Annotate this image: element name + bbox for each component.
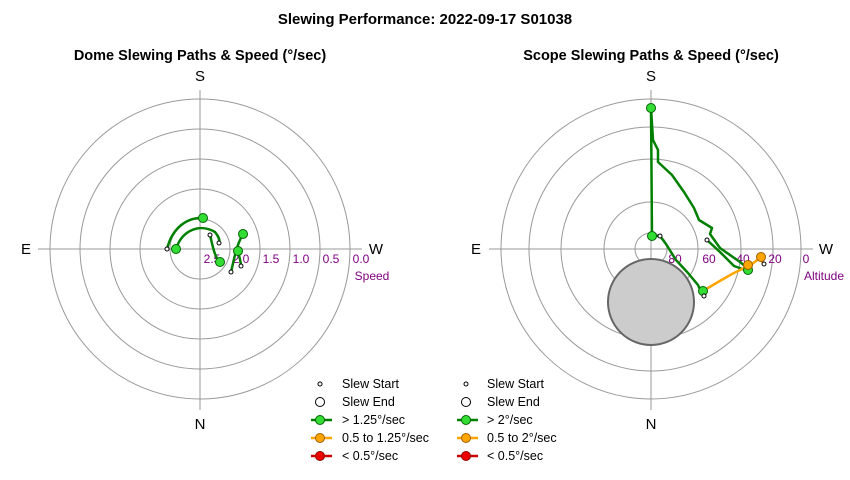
dome-legend-medium-icon bbox=[315, 433, 325, 443]
dome-marker-7 bbox=[238, 229, 248, 239]
dome-marker-9 bbox=[233, 246, 243, 256]
scope-legend-fast: > 2°/sec bbox=[487, 413, 533, 427]
dome-chart-title: Dome Slewing Paths & Speed (°/sec) bbox=[74, 48, 327, 64]
scope-label-left: E bbox=[471, 241, 481, 258]
scope-marker-2 bbox=[647, 231, 657, 241]
dome-marker-8 bbox=[228, 269, 234, 275]
dome-legend-start-icon bbox=[317, 381, 323, 387]
scope-label-bottom: N bbox=[646, 416, 657, 433]
scope-marker-8 bbox=[743, 260, 753, 270]
dome-label-top: S bbox=[195, 68, 205, 85]
scope-tick-1: 60 bbox=[702, 252, 716, 266]
dome-legend-start: Slew Start bbox=[342, 377, 399, 391]
dome-marker-10 bbox=[238, 263, 244, 269]
dome-legend-slow-icon bbox=[315, 451, 325, 461]
dome-legend-end-icon bbox=[315, 397, 325, 407]
scope-radial-label: Altitude bbox=[804, 269, 844, 283]
scope-marker-3 bbox=[657, 233, 663, 239]
dome-legend: Slew Start Slew End > 1.25°/sec 0.5 to 1… bbox=[311, 377, 429, 463]
dome-legend-slow: < 0.5°/sec bbox=[342, 449, 398, 463]
scope-legend-slow-icon bbox=[461, 451, 471, 461]
dome-legend-medium: 0.5 to 1.25°/sec bbox=[342, 431, 429, 445]
dome-marker-2 bbox=[164, 246, 170, 252]
dome-label-left: E bbox=[21, 241, 31, 258]
figure-title: Slewing Performance: 2022-09-17 S01038 bbox=[278, 11, 572, 28]
scope-slew-markers bbox=[646, 103, 767, 299]
scope-path-2 bbox=[649, 106, 752, 272]
dome-label-bottom: N bbox=[195, 416, 206, 433]
scope-legend-slow: < 0.5°/sec bbox=[487, 449, 543, 463]
scope-legend-start: Slew Start bbox=[487, 377, 544, 391]
dome-tick-5: 0.0 bbox=[353, 252, 370, 266]
dome-radial-label: Speed bbox=[355, 269, 390, 283]
scope-legend-fast-icon bbox=[461, 415, 471, 425]
scope-legend: Slew Start Slew End > 2°/sec 0.5 to 2°/s… bbox=[457, 377, 557, 463]
scope-zenith-exclusion-zone bbox=[607, 258, 695, 346]
scope-legend-end-icon bbox=[461, 397, 471, 407]
scope-tick-3: 20 bbox=[768, 252, 782, 266]
scope-marker-6 bbox=[701, 293, 707, 299]
dome-path-2 bbox=[174, 226, 221, 251]
dome-legend-end: Slew End bbox=[342, 395, 395, 409]
dome-marker-6 bbox=[215, 257, 225, 267]
dome-legend-fast-icon bbox=[315, 415, 325, 425]
dome-marker-1 bbox=[198, 213, 208, 223]
dome-marker-4 bbox=[216, 240, 222, 246]
dome-tick-4: 0.5 bbox=[323, 252, 340, 266]
dome-marker-3 bbox=[171, 244, 181, 254]
scope-chart: Scope Slewing Paths & Speed (°/sec) S N … bbox=[457, 48, 844, 463]
scope-label-right: W bbox=[819, 241, 834, 258]
scope-marker-10 bbox=[761, 261, 767, 267]
dome-chart: Dome Slewing Paths & Speed (°/sec) S N E… bbox=[21, 48, 429, 463]
dome-slew-markers bbox=[164, 213, 248, 275]
scope-marker-9 bbox=[756, 252, 766, 262]
dome-legend-fast: > 1.25°/sec bbox=[342, 413, 405, 427]
dome-rings bbox=[38, 90, 362, 410]
dome-marker-5 bbox=[207, 232, 213, 238]
dome-tick-2: 1.5 bbox=[263, 252, 280, 266]
scope-legend-medium-icon bbox=[461, 433, 471, 443]
scope-marker-1 bbox=[646, 103, 656, 113]
scope-legend-medium: 0.5 to 2°/sec bbox=[487, 431, 557, 445]
scope-label-top: S bbox=[646, 68, 656, 85]
scope-legend-end: Slew End bbox=[487, 395, 540, 409]
dome-label-right: W bbox=[369, 241, 384, 258]
scope-chart-title: Scope Slewing Paths & Speed (°/sec) bbox=[523, 48, 779, 64]
scope-legend-start-icon bbox=[463, 381, 469, 387]
scope-marker-4 bbox=[704, 237, 710, 243]
dome-tick-3: 1.0 bbox=[293, 252, 310, 266]
scope-tick-4: 0 bbox=[803, 252, 810, 266]
